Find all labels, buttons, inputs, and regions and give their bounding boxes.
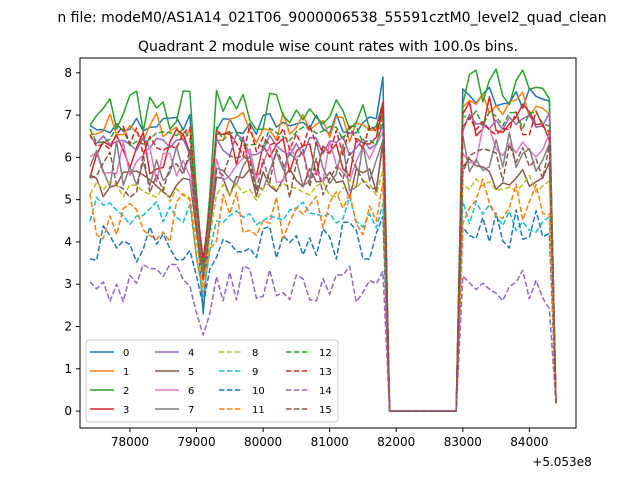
series-line-3 [89,96,557,412]
y-tick-label: 5 [64,193,72,207]
legend-label-14: 14 [319,386,332,397]
x-tick-label: 83000 [444,435,482,449]
figure-suptitle: n file: modeM0/AS1A14_021T06_9000006538_… [57,10,606,26]
x-tick-label: 82000 [377,435,415,449]
series-line-14 [89,263,557,412]
y-tick-label: 0 [64,404,72,418]
legend-label-9: 9 [252,367,258,378]
chart-title: Quadrant 2 module wise count rates with … [138,39,518,55]
x-tick-label: 84000 [510,435,548,449]
legend-label-11: 11 [252,405,265,416]
legend-label-0: 0 [123,348,129,359]
legend-label-12: 12 [319,348,332,359]
series-line-8 [89,169,557,412]
legend-label-6: 6 [188,386,194,397]
series-line-11 [89,178,557,412]
legend-label-7: 7 [188,405,194,416]
legend-label-15: 15 [319,405,332,416]
plot-lines [89,68,557,412]
y-axis: 0 1 2 3 4 5 6 7 8 [64,66,80,418]
legend-box [85,339,339,423]
legend-label-5: 5 [188,367,194,378]
y-tick-label: 4 [64,235,72,249]
legend-label-8: 8 [252,348,258,359]
legend-label-1: 1 [123,367,129,378]
x-tick-label: 79000 [177,435,215,449]
y-tick-label: 6 [64,150,72,164]
legend-label-10: 10 [252,386,265,397]
series-line-10 [89,209,557,412]
series-line-15 [89,143,557,412]
x-offset-label: +5.053e8 [532,455,591,469]
y-tick-label: 7 [64,108,72,122]
legend-label-13: 13 [319,367,332,378]
x-tick-label: 80000 [244,435,282,449]
x-axis: 78000 79000 80000 81000 82000 83000 84000 [111,428,548,449]
x-tick-label: 81000 [311,435,349,449]
series-line-12 [89,110,557,412]
legend-label-2: 2 [123,386,129,397]
legend-label-4: 4 [188,348,194,359]
series-line-9 [89,196,557,412]
y-tick-label: 8 [64,66,72,80]
x-tick-label: 78000 [111,435,149,449]
axes-frame [79,57,577,429]
series-line-4 [89,112,557,412]
y-tick-label: 1 [64,362,72,376]
y-tick-label: 2 [64,320,72,334]
series-line-2 [89,68,557,412]
series-line-13 [89,101,557,412]
y-tick-label: 3 [64,277,72,291]
legend-label-3: 3 [123,405,129,416]
